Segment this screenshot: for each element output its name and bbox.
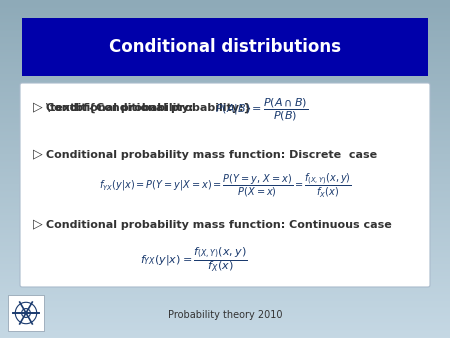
Text: $\triangleright$: $\triangleright$ [32,101,44,115]
FancyBboxPatch shape [20,83,430,287]
Text: Conditional probability mass function: Discrete  case: Conditional probability mass function: D… [46,150,377,160]
Text: $\triangleright$: $\triangleright$ [32,218,44,232]
Text: Probability theory 2010: Probability theory 2010 [168,310,282,320]
Text: $P(A|B) = \dfrac{P(A \cap B)}{P(B)}$: $P(A|B) = \dfrac{P(A \cap B)}{P(B)}$ [215,97,308,123]
Text: Conditional distributions: Conditional distributions [109,38,341,56]
Text: Conditional probability mass function: Continuous case: Conditional probability mass function: C… [46,220,392,230]
Text: \textbf{Conditional probability:}: \textbf{Conditional probability:} [46,103,252,113]
Bar [8,295,44,331]
Text: Conditional probability:: Conditional probability: [46,103,194,113]
Text: $\triangleright$: $\triangleright$ [32,148,44,162]
Text: $f_{YX}(y|x) = \dfrac{f_{(X,Y)}(x,y)}{f_X(x)}$: $f_{YX}(y|x) = \dfrac{f_{(X,Y)}(x,y)}{f_… [140,246,248,274]
Bar [22,18,428,76]
Text: $f_{YX}(y|x) = P(Y=y|X=x) = \dfrac{P(Y=y,\, X=x)}{P(X=x)} = \dfrac{f_{(X,Y)}(x,y: $f_{YX}(y|x) = P(Y=y|X=x) = \dfrac{P(Y=y… [99,171,351,199]
